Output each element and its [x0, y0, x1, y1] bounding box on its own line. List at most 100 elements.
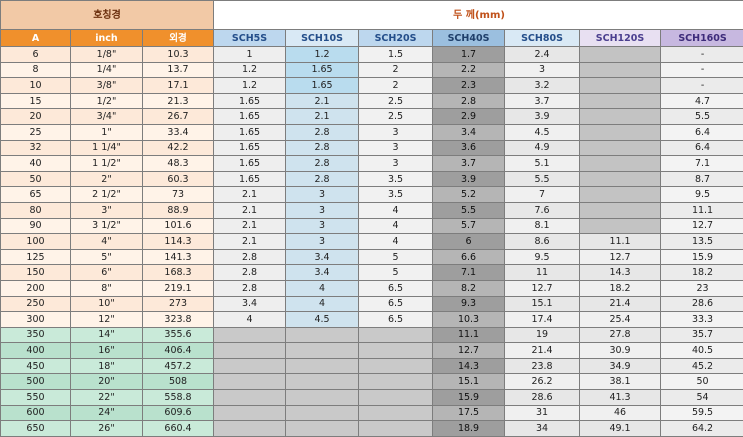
cell-od: 168.3: [141, 264, 215, 281]
cell-a: 250: [0, 295, 71, 313]
table-row: 250 10" 273 3.4 4 6.5 9.3 15.1 21.4 28.6: [0, 295, 743, 313]
cell-sch10s: [285, 342, 360, 359]
col-header-sch40s: SCH40S: [432, 29, 506, 47]
cell-inch: 26": [70, 420, 143, 437]
cell-sch5s: [213, 373, 287, 391]
cell-sch160s: 13.5: [660, 233, 743, 250]
cell-sch20s: [358, 420, 434, 437]
cell-sch120s: [579, 123, 662, 141]
cell-inch: 1": [70, 123, 143, 141]
nominal-size-title: 호칭경: [0, 0, 215, 30]
cell-a: 25: [0, 123, 71, 141]
cell-sch80s: 7.6: [504, 201, 581, 219]
cell-sch40s: 3.7: [432, 155, 506, 172]
cell-sch20s: 2: [358, 61, 434, 79]
cell-a: 50: [0, 170, 71, 188]
cell-sch160s: 5.5: [660, 108, 743, 125]
cell-od: 42.2: [141, 139, 215, 157]
cell-sch160s: 6.4: [660, 123, 743, 141]
cell-sch5s: [213, 389, 287, 406]
cell-od: 355.6: [141, 326, 215, 344]
cell-sch80s: 8.1: [504, 217, 581, 235]
cell-sch80s: 26.2: [504, 373, 581, 391]
cell-sch20s: [358, 357, 434, 375]
cell-sch120s: 41.3: [579, 389, 662, 406]
cell-sch40s: 7.1: [432, 264, 506, 281]
cell-sch10s: 2.8: [285, 139, 360, 157]
cell-od: 457.2: [141, 357, 215, 375]
cell-sch10s: 4.5: [285, 311, 360, 328]
table-row: 600 24" 609.6 17.5 31 46 59.5: [0, 404, 743, 422]
table-row: 550 22" 558.8 15.9 28.6 41.3 54: [0, 389, 743, 406]
cell-sch120s: [579, 217, 662, 235]
cell-od: 60.3: [141, 170, 215, 188]
cell-sch80s: 17.4: [504, 311, 581, 328]
cell-sch80s: 8.6: [504, 233, 581, 250]
cell-sch40s: 2.2: [432, 61, 506, 79]
cell-sch20s: 3: [358, 155, 434, 172]
cell-sch5s: [213, 404, 287, 422]
cell-inch: 2 1/2": [70, 186, 143, 203]
cell-sch20s: 2: [358, 77, 434, 94]
cell-sch80s: 5.1: [504, 155, 581, 172]
header-row-top: 호칭경 두 께(mm): [0, 0, 743, 30]
cell-sch80s: 3.2: [504, 77, 581, 94]
cell-inch: 14": [70, 326, 143, 344]
cell-od: 273: [141, 295, 215, 313]
cell-sch160s: 15.9: [660, 248, 743, 266]
cell-sch80s: 7: [504, 186, 581, 203]
cell-sch5s: 1.65: [213, 123, 287, 141]
cell-od: 219.1: [141, 279, 215, 297]
cell-sch80s: 23.8: [504, 357, 581, 375]
cell-sch10s: 3.4: [285, 264, 360, 281]
table-row: 125 5" 141.3 2.8 3.4 5 6.6 9.5 12.7 15.9: [0, 248, 743, 266]
cell-sch5s: [213, 420, 287, 437]
cell-sch120s: [579, 108, 662, 125]
cell-a: 40: [0, 155, 71, 172]
cell-od: 558.8: [141, 389, 215, 406]
cell-sch40s: 17.5: [432, 404, 506, 422]
cell-sch160s: 40.5: [660, 342, 743, 359]
cell-sch40s: 3.6: [432, 139, 506, 157]
cell-sch5s: [213, 342, 287, 359]
cell-sch20s: 5: [358, 264, 434, 281]
col-header-sch5s: SCH5S: [213, 29, 287, 47]
cell-sch5s: [213, 357, 287, 375]
cell-od: 26.7: [141, 108, 215, 125]
table-row: 6 1/8" 10.3 1 1.2 1.5 1.7 2.4 -: [0, 46, 743, 63]
cell-a: 6: [0, 46, 71, 63]
cell-sch5s: 2.8: [213, 264, 287, 281]
cell-sch80s: 3.9: [504, 108, 581, 125]
table-row: 150 6" 168.3 2.8 3.4 5 7.1 11 14.3 18.2: [0, 264, 743, 281]
cell-sch5s: 4: [213, 311, 287, 328]
table-row: 10 3/8" 17.1 1.2 1.65 2 2.3 3.2 -: [0, 77, 743, 94]
table-row: 200 8" 219.1 2.8 4 6.5 8.2 12.7 18.2 23: [0, 279, 743, 297]
cell-sch20s: 4: [358, 233, 434, 250]
cell-sch120s: 34.9: [579, 357, 662, 375]
thickness-title: 두 께(mm): [213, 0, 743, 30]
cell-sch120s: [579, 46, 662, 63]
cell-sch5s: 1.65: [213, 108, 287, 125]
cell-inch: 5": [70, 248, 143, 266]
cell-inch: 3 1/2": [70, 217, 143, 235]
cell-sch40s: 8.2: [432, 279, 506, 297]
cell-sch40s: 3.9: [432, 170, 506, 188]
cell-od: 17.1: [141, 77, 215, 94]
cell-sch10s: 3: [285, 217, 360, 235]
cell-sch40s: 5.7: [432, 217, 506, 235]
cell-inch: 2": [70, 170, 143, 188]
cell-inch: 10": [70, 295, 143, 313]
cell-od: 33.4: [141, 123, 215, 141]
cell-sch10s: 1.65: [285, 77, 360, 94]
cell-sch5s: [213, 326, 287, 344]
cell-od: 660.4: [141, 420, 215, 437]
cell-a: 10: [0, 77, 71, 94]
table-row: 80 3" 88.9 2.1 3 4 5.5 7.6 11.1: [0, 201, 743, 219]
table-row: 500 20" 508 15.1 26.2 38.1 50: [0, 373, 743, 391]
cell-a: 32: [0, 139, 71, 157]
cell-od: 406.4: [141, 342, 215, 359]
cell-a: 650: [0, 420, 71, 437]
cell-sch5s: 2.1: [213, 233, 287, 250]
cell-sch160s: 28.6: [660, 295, 743, 313]
cell-sch120s: 18.2: [579, 279, 662, 297]
